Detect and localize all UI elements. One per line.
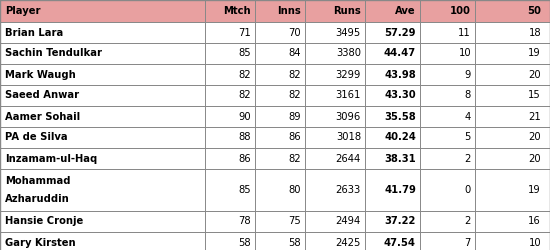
Text: 2644: 2644 <box>336 154 361 164</box>
Text: 3299: 3299 <box>336 70 361 80</box>
Text: 82: 82 <box>288 70 301 80</box>
Text: 38.31: 38.31 <box>384 154 416 164</box>
Bar <box>0 85 550 106</box>
Bar <box>0 169 550 211</box>
Text: Saeed Anwar: Saeed Anwar <box>5 90 79 101</box>
Bar <box>0 0 550 22</box>
Text: 82: 82 <box>238 70 251 80</box>
Text: 47.54: 47.54 <box>384 238 416 248</box>
Text: 41.79: 41.79 <box>384 185 416 195</box>
Text: 85: 85 <box>238 185 251 195</box>
Text: 58: 58 <box>288 238 301 248</box>
Text: 100: 100 <box>450 6 471 16</box>
Text: 2: 2 <box>465 154 471 164</box>
Text: 86: 86 <box>238 154 251 164</box>
Text: 88: 88 <box>239 132 251 142</box>
Text: 5: 5 <box>465 132 471 142</box>
Text: Brian Lara: Brian Lara <box>5 28 63 38</box>
Text: Aamer Sohail: Aamer Sohail <box>5 112 80 122</box>
Text: 18: 18 <box>529 28 541 38</box>
Text: Mohammad: Mohammad <box>5 176 70 186</box>
Text: 10: 10 <box>458 48 471 58</box>
Text: 9: 9 <box>465 70 471 80</box>
Bar <box>0 211 550 232</box>
Bar <box>0 232 550 250</box>
Text: 75: 75 <box>288 216 301 226</box>
Text: PA de Silva: PA de Silva <box>5 132 68 142</box>
Text: 82: 82 <box>288 154 301 164</box>
Text: 3380: 3380 <box>336 48 361 58</box>
Text: 82: 82 <box>288 90 301 101</box>
Text: 3495: 3495 <box>336 28 361 38</box>
Text: 35.58: 35.58 <box>384 112 416 122</box>
Text: 20: 20 <box>529 132 541 142</box>
Text: Ave: Ave <box>395 6 416 16</box>
Text: 2: 2 <box>465 216 471 226</box>
Text: 43.30: 43.30 <box>384 90 416 101</box>
Text: 80: 80 <box>289 185 301 195</box>
Text: 43.98: 43.98 <box>384 70 416 80</box>
Text: 15: 15 <box>528 90 541 101</box>
Text: 78: 78 <box>238 216 251 226</box>
Text: 2494: 2494 <box>336 216 361 226</box>
Bar <box>0 148 550 169</box>
Text: 3018: 3018 <box>336 132 361 142</box>
Text: 37.22: 37.22 <box>384 216 416 226</box>
Text: 71: 71 <box>238 28 251 38</box>
Text: Mark Waugh: Mark Waugh <box>5 70 76 80</box>
Text: 90: 90 <box>238 112 251 122</box>
Text: 50: 50 <box>527 6 541 16</box>
Bar <box>0 64 550 85</box>
Text: 20: 20 <box>529 70 541 80</box>
Text: 70: 70 <box>288 28 301 38</box>
Text: 86: 86 <box>288 132 301 142</box>
Text: 19: 19 <box>528 185 541 195</box>
Text: 11: 11 <box>458 28 471 38</box>
Text: 0: 0 <box>465 185 471 195</box>
Bar <box>0 22 550 43</box>
Text: Inns: Inns <box>277 6 301 16</box>
Text: 4: 4 <box>465 112 471 122</box>
Text: 20: 20 <box>529 154 541 164</box>
Bar <box>0 43 550 64</box>
Text: Runs: Runs <box>333 6 361 16</box>
Text: 8: 8 <box>465 90 471 101</box>
Text: 21: 21 <box>528 112 541 122</box>
Text: 2425: 2425 <box>336 238 361 248</box>
Bar <box>0 127 550 148</box>
Text: Azharuddin: Azharuddin <box>5 194 70 204</box>
Text: 82: 82 <box>238 90 251 101</box>
Text: 57.29: 57.29 <box>384 28 416 38</box>
Text: 84: 84 <box>289 48 301 58</box>
Text: Player: Player <box>5 6 41 16</box>
Text: 89: 89 <box>288 112 301 122</box>
Text: 2633: 2633 <box>336 185 361 195</box>
Text: 85: 85 <box>238 48 251 58</box>
Text: 40.24: 40.24 <box>384 132 416 142</box>
Text: 7: 7 <box>465 238 471 248</box>
Text: Gary Kirsten: Gary Kirsten <box>5 238 76 248</box>
Text: 19: 19 <box>528 48 541 58</box>
Text: Mtch: Mtch <box>223 6 251 16</box>
Text: 58: 58 <box>238 238 251 248</box>
Text: 3096: 3096 <box>336 112 361 122</box>
Text: 44.47: 44.47 <box>384 48 416 58</box>
Text: 16: 16 <box>528 216 541 226</box>
Text: Inzamam-ul-Haq: Inzamam-ul-Haq <box>5 154 97 164</box>
Text: Hansie Cronje: Hansie Cronje <box>5 216 83 226</box>
Text: Sachin Tendulkar: Sachin Tendulkar <box>5 48 102 58</box>
Text: 3161: 3161 <box>336 90 361 101</box>
Bar <box>0 106 550 127</box>
Text: 10: 10 <box>529 238 541 248</box>
